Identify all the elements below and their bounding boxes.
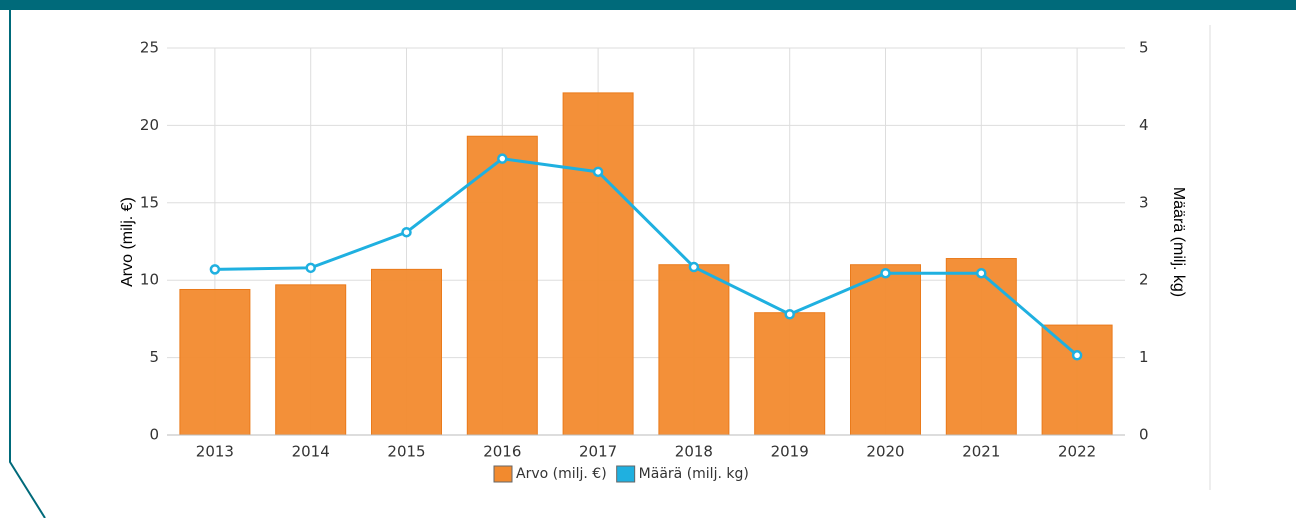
- y2-tick-label: 5: [1139, 39, 1149, 57]
- legend-label: Määrä (milj. kg): [639, 466, 749, 482]
- y2-tick-label: 0: [1139, 426, 1149, 444]
- y-axis-title: Arvo (milj. €): [119, 197, 136, 287]
- legend-swatch: [493, 465, 513, 483]
- bar: [945, 258, 1017, 436]
- y2-tick-label: 1: [1139, 348, 1149, 366]
- y2-axis-title: Määrä (milj. kg): [1170, 187, 1187, 297]
- line: [214, 157, 1079, 357]
- x-tick-label: 2021: [962, 443, 1000, 461]
- x-tick-label: 2014: [292, 443, 330, 461]
- line-point: [305, 262, 316, 274]
- bar: [562, 92, 634, 436]
- line-point: [209, 264, 221, 275]
- x-tick-label: 2015: [387, 443, 425, 461]
- bar: [850, 264, 921, 436]
- y-tick-label: 10: [140, 271, 159, 289]
- line-point: [880, 267, 891, 279]
- y-tick-label: 20: [140, 116, 159, 134]
- y-tick-label: 15: [140, 193, 159, 211]
- x-tick-label: 2017: [579, 443, 617, 461]
- frame-border: [9, 10, 46, 518]
- bar: [179, 288, 251, 436]
- x-tick-label: 2022: [1058, 443, 1096, 461]
- line-point: [1071, 350, 1083, 361]
- line-point: [976, 267, 987, 279]
- legend-label: Arvo (milj. €): [516, 466, 607, 482]
- y2-tick-label: 4: [1139, 116, 1149, 134]
- x-tick-label: 2020: [866, 443, 904, 461]
- bar: [371, 268, 442, 436]
- line-point: [497, 153, 508, 164]
- y-tick-label: 0: [149, 426, 159, 444]
- y-tick-label: 25: [140, 39, 159, 57]
- line-point: [688, 261, 700, 273]
- bar: [1041, 324, 1113, 436]
- y2-tick-label: 2: [1139, 271, 1149, 289]
- legend-swatch: [616, 465, 636, 483]
- bar: [658, 264, 730, 436]
- x-tick-label: 2018: [675, 443, 713, 461]
- line-point: [401, 226, 412, 238]
- x-tick-label: 2016: [483, 443, 521, 461]
- bar: [275, 284, 347, 436]
- x-tick-label: 2019: [771, 443, 809, 461]
- x-tick-label: 2013: [196, 443, 234, 461]
- top-bar: [0, 0, 1296, 10]
- y2-tick-label: 3: [1139, 193, 1149, 211]
- bar: [466, 135, 538, 436]
- line-point: [592, 166, 604, 178]
- bar: [754, 312, 826, 436]
- y-tick-label: 5: [149, 348, 159, 366]
- line-point: [784, 309, 795, 320]
